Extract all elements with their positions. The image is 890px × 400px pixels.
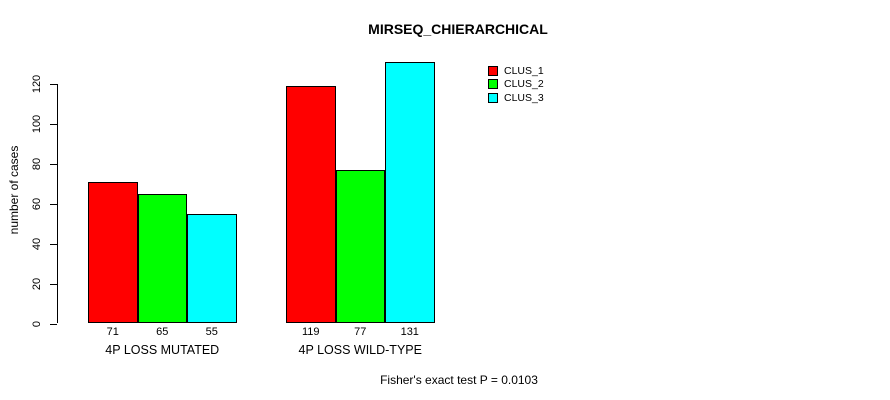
y-axis-tick: [50, 243, 57, 245]
bar-clus_3-group1: [187, 213, 237, 324]
footer-note: Fisher's exact test P = 0.0103: [380, 373, 538, 387]
y-axis-tick: [50, 323, 57, 325]
legend-label: CLUS_3: [504, 91, 544, 104]
y-axis-tick: [50, 283, 57, 285]
legend-item: CLUS_3: [488, 92, 544, 104]
y-tick-label: 100: [31, 114, 43, 134]
y-tick-label: 0: [31, 320, 43, 327]
bar-value-label: 131: [400, 326, 419, 338]
x-category-label: 4P LOSS WILD-TYPE: [298, 343, 422, 357]
bar-value-label: 119: [301, 326, 320, 338]
legend-swatch-icon: [488, 79, 498, 90]
y-axis-tick: [50, 84, 57, 86]
chart-title: MIRSEQ_CHIERARCHICAL: [368, 21, 548, 37]
y-axis-tick: [50, 124, 57, 125]
legend-swatch-icon: [488, 66, 498, 76]
bar-value-label: 55: [205, 326, 218, 338]
y-axis-tick: [50, 163, 57, 165]
bar-clus_3-group2: [385, 62, 435, 324]
y-tick-label: 20: [31, 277, 43, 290]
bar-value-label: 65: [156, 326, 169, 338]
legend-swatch-icon: [488, 92, 498, 103]
bar-clus_1-group1: [88, 181, 138, 324]
bar-value-label: 77: [354, 326, 367, 338]
bar-clus_2-group2: [335, 169, 385, 324]
y-tick-label: 60: [31, 197, 43, 210]
legend-item: CLUS_1: [488, 65, 544, 77]
legend-label: CLUS_1: [504, 65, 544, 77]
bar-value-label: 71: [106, 326, 119, 338]
bar-clus_2-group1: [137, 193, 187, 324]
legend-label: CLUS_2: [504, 78, 544, 91]
y-axis-tick: [50, 203, 57, 205]
y-tick-label: 120: [31, 74, 43, 94]
legend-item: CLUS_2: [488, 78, 544, 90]
x-category-label: 4P LOSS MUTATED: [105, 343, 220, 357]
y-tick-label: 40: [31, 237, 43, 250]
bar-clus_1-group2: [286, 86, 336, 324]
legend: CLUS_1 CLUS_2 CLUS_3: [488, 65, 544, 105]
y-tick-label: 80: [31, 157, 43, 171]
y-axis-line: [57, 84, 58, 324]
